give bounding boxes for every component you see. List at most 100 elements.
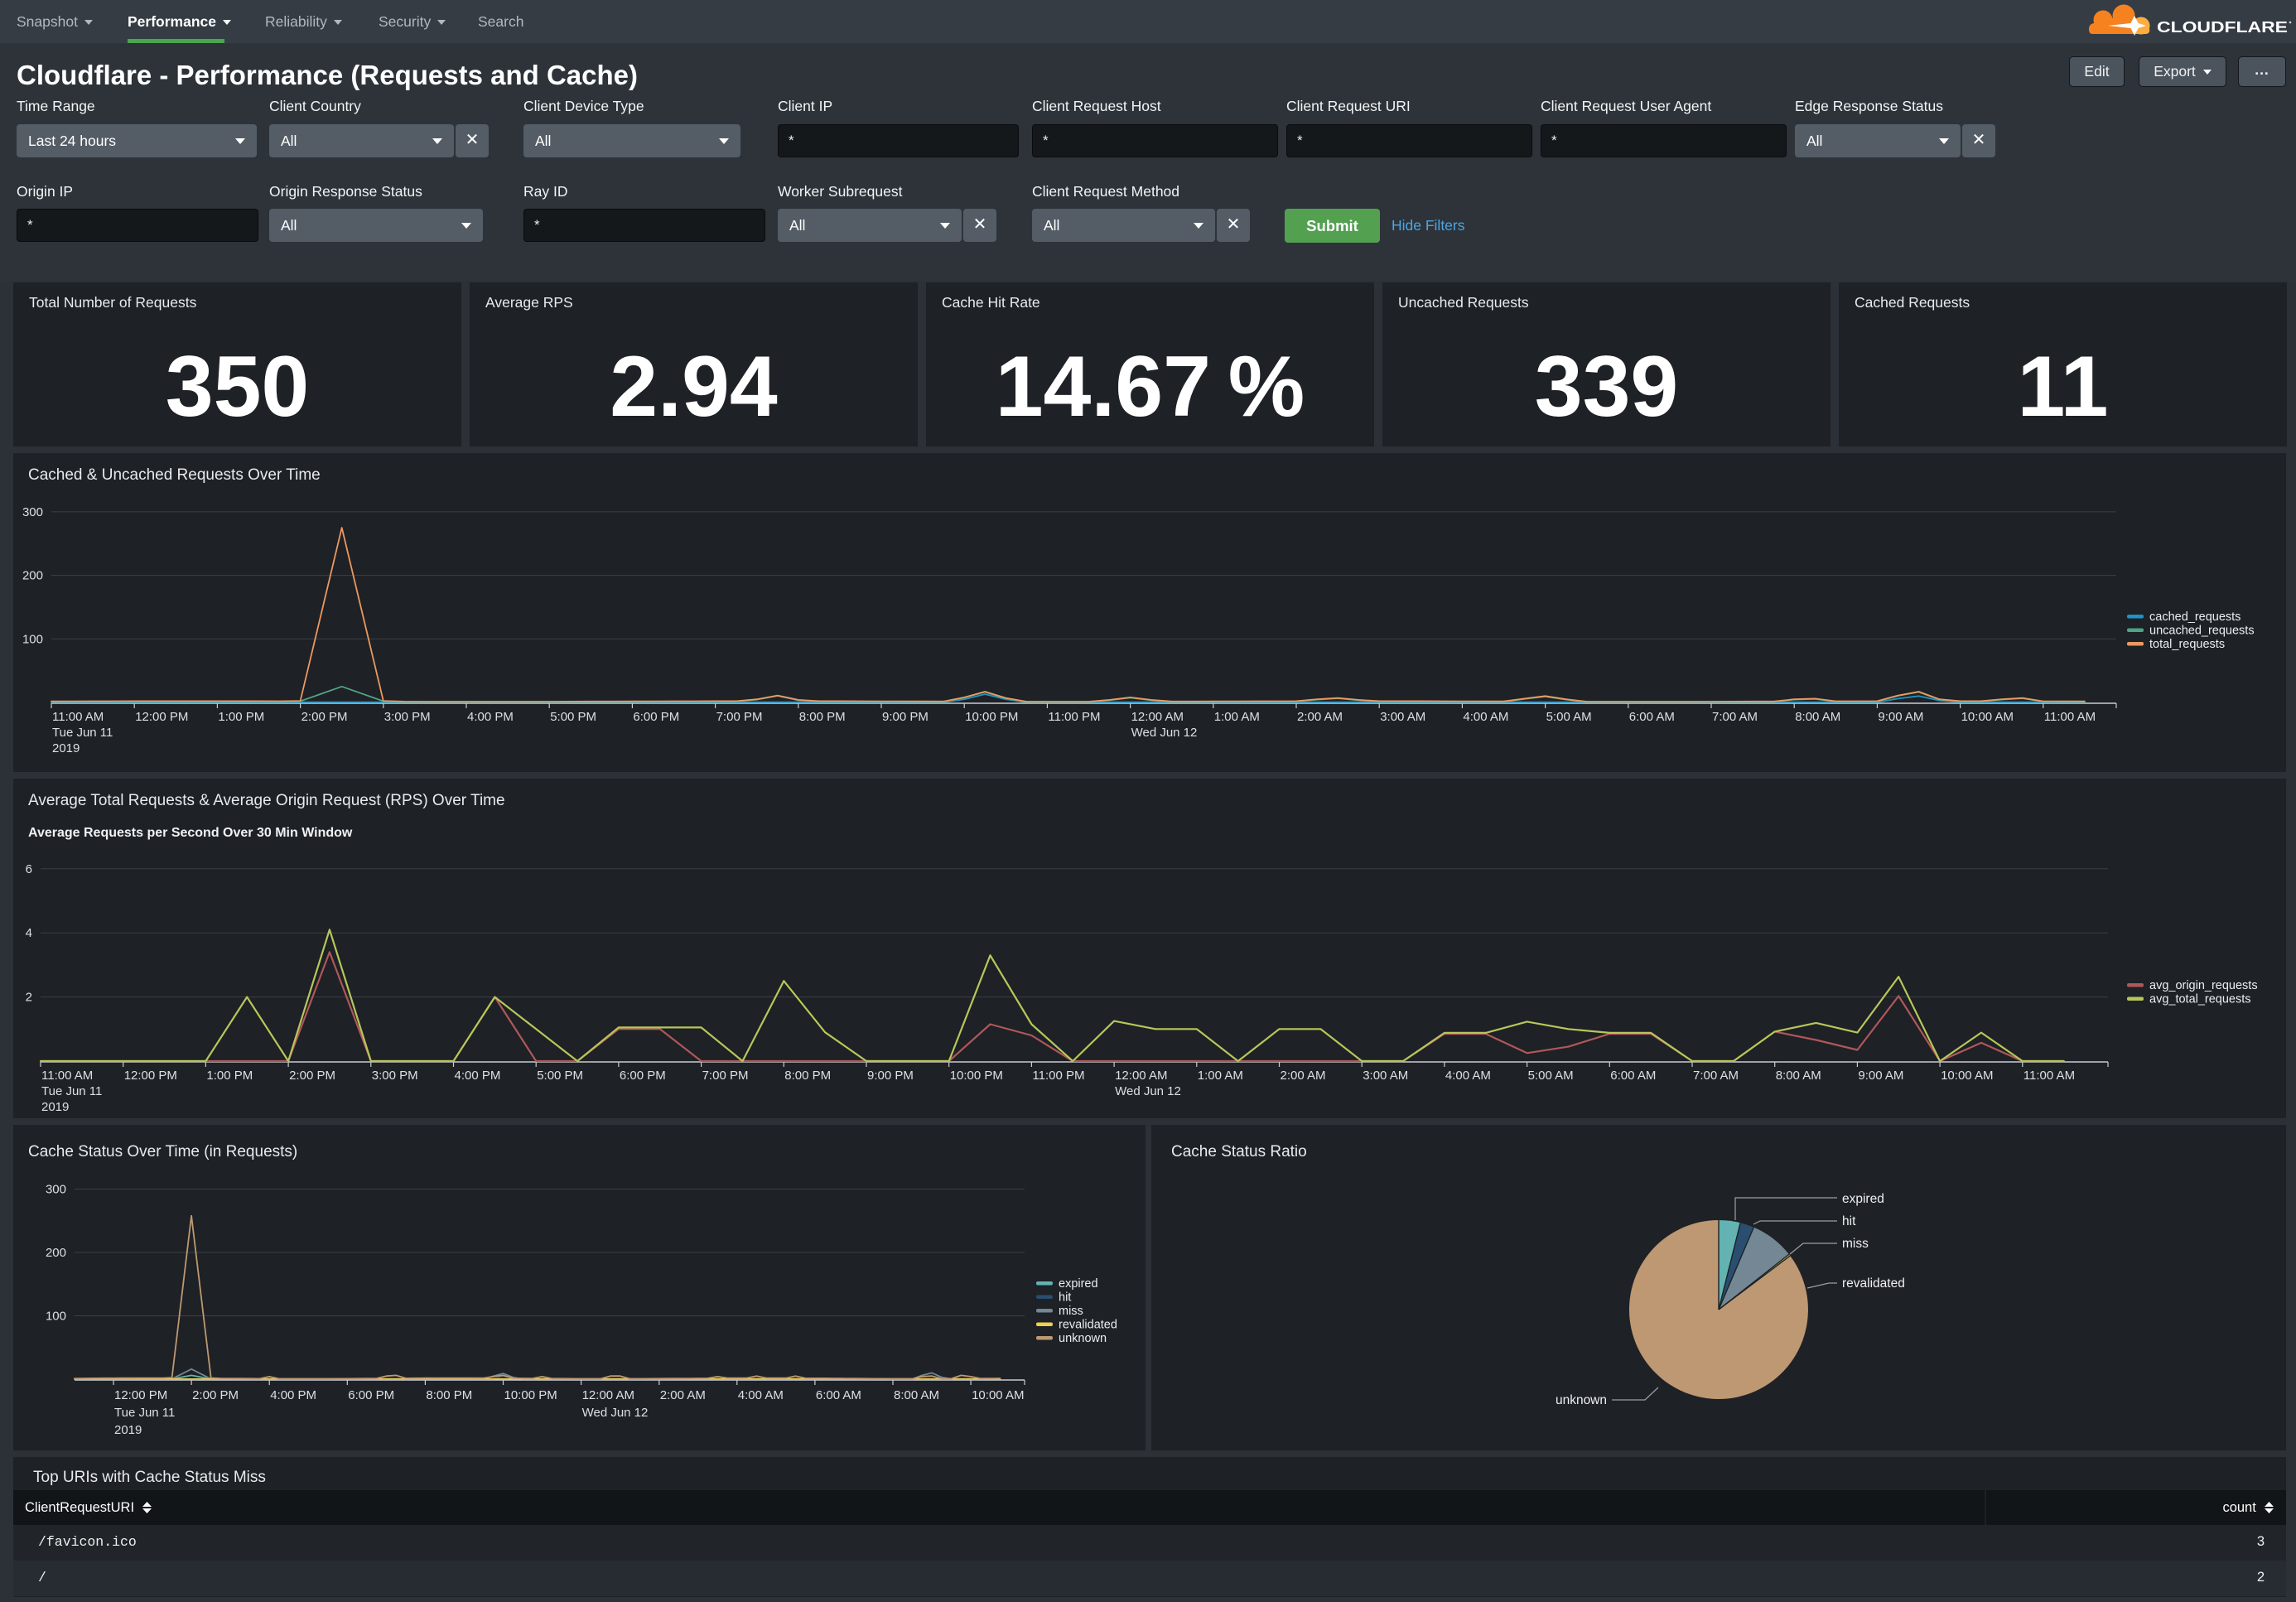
svg-text:4:00 AM: 4:00 AM xyxy=(738,1388,784,1402)
svg-text:300: 300 xyxy=(22,505,43,519)
svg-text:6:00 AM: 6:00 AM xyxy=(1610,1069,1656,1083)
svg-text:2:00 PM: 2:00 PM xyxy=(289,1069,335,1083)
svg-text:total_requests: total_requests xyxy=(2149,638,2225,651)
svg-text:1:00 AM: 1:00 AM xyxy=(1198,1069,1243,1083)
svg-text:4:00 PM: 4:00 PM xyxy=(467,710,514,724)
svg-text:3:00 PM: 3:00 PM xyxy=(384,710,431,724)
svg-text:3:00 PM: 3:00 PM xyxy=(372,1069,418,1083)
svg-text:1:00 AM: 1:00 AM xyxy=(1214,710,1260,724)
svg-text:11:00 AM: 11:00 AM xyxy=(2023,1069,2075,1083)
svg-text:1:00 PM: 1:00 PM xyxy=(218,710,264,724)
svg-text:avg_total_requests: avg_total_requests xyxy=(2149,993,2251,1006)
svg-text:revalidated: revalidated xyxy=(1059,1319,1117,1332)
svg-text:4:00 AM: 4:00 AM xyxy=(1445,1069,1491,1083)
svg-text:4:00 AM: 4:00 AM xyxy=(1463,710,1508,724)
svg-text:11:00 PM: 11:00 PM xyxy=(1032,1069,1084,1083)
svg-text:2019: 2019 xyxy=(41,1100,69,1114)
svg-text:Average Requests per Second Ov: Average Requests per Second Over 30 Min … xyxy=(28,826,353,840)
svg-text:Wed Jun 12: Wed Jun 12 xyxy=(582,1406,649,1420)
svg-text:5:00 AM: 5:00 AM xyxy=(1546,710,1592,724)
svg-text:8:00 AM: 8:00 AM xyxy=(894,1388,939,1402)
svg-text:5:00 PM: 5:00 PM xyxy=(550,710,596,724)
svg-text:2:00 PM: 2:00 PM xyxy=(192,1388,239,1402)
svg-text:5:00 PM: 5:00 PM xyxy=(537,1069,583,1083)
svg-text:10:00 PM: 10:00 PM xyxy=(504,1388,557,1402)
svg-text:unknown: unknown xyxy=(1556,1393,1607,1407)
svg-text:miss: miss xyxy=(1842,1237,1869,1251)
svg-text:Cache Status Ratio: Cache Status Ratio xyxy=(1171,1143,1307,1160)
svg-text:12:00 AM: 12:00 AM xyxy=(582,1388,634,1402)
svg-text:2: 2 xyxy=(26,991,32,1005)
svg-text:2:00 AM: 2:00 AM xyxy=(1297,710,1343,724)
svg-text:5:00 AM: 5:00 AM xyxy=(1528,1069,1574,1083)
svg-text:CLOUDFLARE: CLOUDFLARE xyxy=(2157,19,2288,36)
svg-text:2:00 PM: 2:00 PM xyxy=(301,710,348,724)
svg-text:6:00 AM: 6:00 AM xyxy=(1629,710,1675,724)
svg-text:12:00 PM: 12:00 PM xyxy=(124,1069,177,1083)
svg-text:200: 200 xyxy=(22,569,43,583)
svg-text:12:00 AM: 12:00 AM xyxy=(1131,710,1184,724)
svg-text:3:00 AM: 3:00 AM xyxy=(1363,1069,1408,1083)
svg-text:7:00 PM: 7:00 PM xyxy=(702,1069,749,1083)
svg-text:11:00 AM: 11:00 AM xyxy=(2044,710,2096,724)
svg-text:10:00 PM: 10:00 PM xyxy=(965,710,1018,724)
svg-text:4:00 PM: 4:00 PM xyxy=(455,1069,501,1083)
svg-text:Average Total Requests & Avera: Average Total Requests & Average Origin … xyxy=(28,792,505,809)
svg-text:100: 100 xyxy=(22,632,43,646)
svg-text:9:00 AM: 9:00 AM xyxy=(1858,1069,1903,1083)
svg-text:Cache Status Over Time (in Req: Cache Status Over Time (in Requests) xyxy=(28,1143,297,1160)
svg-text:Wed Jun 12: Wed Jun 12 xyxy=(1115,1084,1181,1098)
svg-text:8:00 AM: 8:00 AM xyxy=(1795,710,1840,724)
svg-text:1:00 PM: 1:00 PM xyxy=(206,1069,253,1083)
svg-text:10:00 AM: 10:00 AM xyxy=(972,1388,1024,1402)
svg-text:200: 200 xyxy=(46,1246,66,1260)
svg-text:revalidated: revalidated xyxy=(1842,1276,1905,1291)
svg-text:2:00 AM: 2:00 AM xyxy=(1281,1069,1326,1083)
svg-text:unknown: unknown xyxy=(1059,1332,1107,1345)
svg-text:9:00 PM: 9:00 PM xyxy=(867,1069,914,1083)
svg-text:300: 300 xyxy=(46,1183,66,1197)
svg-text:Wed Jun 12: Wed Jun 12 xyxy=(1131,726,1198,740)
svg-text:2019: 2019 xyxy=(114,1423,142,1437)
svg-text:10:00 PM: 10:00 PM xyxy=(950,1069,1003,1083)
svg-text:4: 4 xyxy=(26,926,32,940)
svg-text:4:00 PM: 4:00 PM xyxy=(270,1388,316,1402)
svg-text:6:00 PM: 6:00 PM xyxy=(620,1069,666,1083)
svg-text:11:00 AM: 11:00 AM xyxy=(52,710,104,724)
svg-text:10:00 AM: 10:00 AM xyxy=(1941,1069,1993,1083)
svg-text:8:00 PM: 8:00 PM xyxy=(784,1069,831,1083)
svg-text:8:00 PM: 8:00 PM xyxy=(426,1388,472,1402)
svg-text:12:00 PM: 12:00 PM xyxy=(135,710,188,724)
svg-text:expired: expired xyxy=(1059,1277,1098,1291)
svg-text:Cached & Uncached Requests Ove: Cached & Uncached Requests Over Time xyxy=(28,466,321,484)
svg-text:cached_requests: cached_requests xyxy=(2149,610,2241,624)
svg-text:6:00 AM: 6:00 AM xyxy=(816,1388,861,1402)
svg-text:10:00 AM: 10:00 AM xyxy=(1961,710,2014,724)
svg-text:8:00 PM: 8:00 PM xyxy=(799,710,846,724)
svg-text:6: 6 xyxy=(26,862,32,876)
svg-text:8:00 AM: 8:00 AM xyxy=(1776,1069,1821,1083)
svg-text:2019: 2019 xyxy=(52,741,80,755)
svg-text:3:00 AM: 3:00 AM xyxy=(1380,710,1425,724)
svg-text:9:00 PM: 9:00 PM xyxy=(882,710,929,724)
svg-text:7:00 AM: 7:00 AM xyxy=(1693,1069,1739,1083)
svg-text:avg_origin_requests: avg_origin_requests xyxy=(2149,979,2258,992)
svg-text:Tue Jun 11: Tue Jun 11 xyxy=(114,1406,175,1420)
svg-text:11:00 AM: 11:00 AM xyxy=(41,1069,93,1083)
svg-text:7:00 PM: 7:00 PM xyxy=(716,710,763,724)
svg-text:100: 100 xyxy=(46,1310,66,1324)
svg-text:uncached_requests: uncached_requests xyxy=(2149,625,2255,638)
svg-text:12:00 AM: 12:00 AM xyxy=(1115,1069,1167,1083)
svg-text:9:00 AM: 9:00 AM xyxy=(1878,710,1923,724)
svg-text:12:00 PM: 12:00 PM xyxy=(114,1388,167,1402)
svg-text:miss: miss xyxy=(1059,1305,1083,1318)
svg-text:6:00 PM: 6:00 PM xyxy=(348,1388,394,1402)
svg-text:hit: hit xyxy=(1059,1291,1071,1305)
svg-text:hit: hit xyxy=(1842,1214,1856,1228)
svg-text:Tue Jun 11: Tue Jun 11 xyxy=(41,1084,102,1098)
svg-text:expired: expired xyxy=(1842,1192,1884,1206)
svg-text:7:00 AM: 7:00 AM xyxy=(1712,710,1758,724)
svg-text:2:00 AM: 2:00 AM xyxy=(660,1388,706,1402)
svg-text:Tue Jun 11: Tue Jun 11 xyxy=(52,726,113,740)
svg-text:6:00 PM: 6:00 PM xyxy=(633,710,679,724)
